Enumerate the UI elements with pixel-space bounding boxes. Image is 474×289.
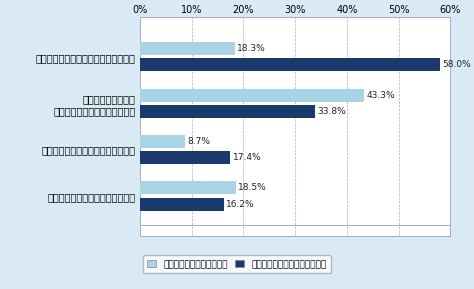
Text: 16.2%: 16.2% [226,200,255,209]
Bar [140,151,230,164]
Text: 17.4%: 17.4% [232,153,261,162]
Bar [140,181,236,194]
Text: 58.0%: 58.0% [443,60,471,69]
Bar [140,105,315,118]
Bar [140,42,235,55]
Text: 8.7%: 8.7% [187,137,210,146]
Text: 18.3%: 18.3% [237,44,266,53]
Text: 33.8%: 33.8% [317,107,346,116]
Bar [140,198,224,211]
Text: 18.5%: 18.5% [238,184,267,192]
Bar [140,135,185,148]
Bar [140,58,440,71]
Legend: 英語学習を継続できない人, 過去５年で英語力が向上した人: 英語学習を継続できない人, 過去５年で英語力が向上した人 [143,255,331,273]
Text: 43.3%: 43.3% [366,90,395,100]
Bar [140,89,364,102]
